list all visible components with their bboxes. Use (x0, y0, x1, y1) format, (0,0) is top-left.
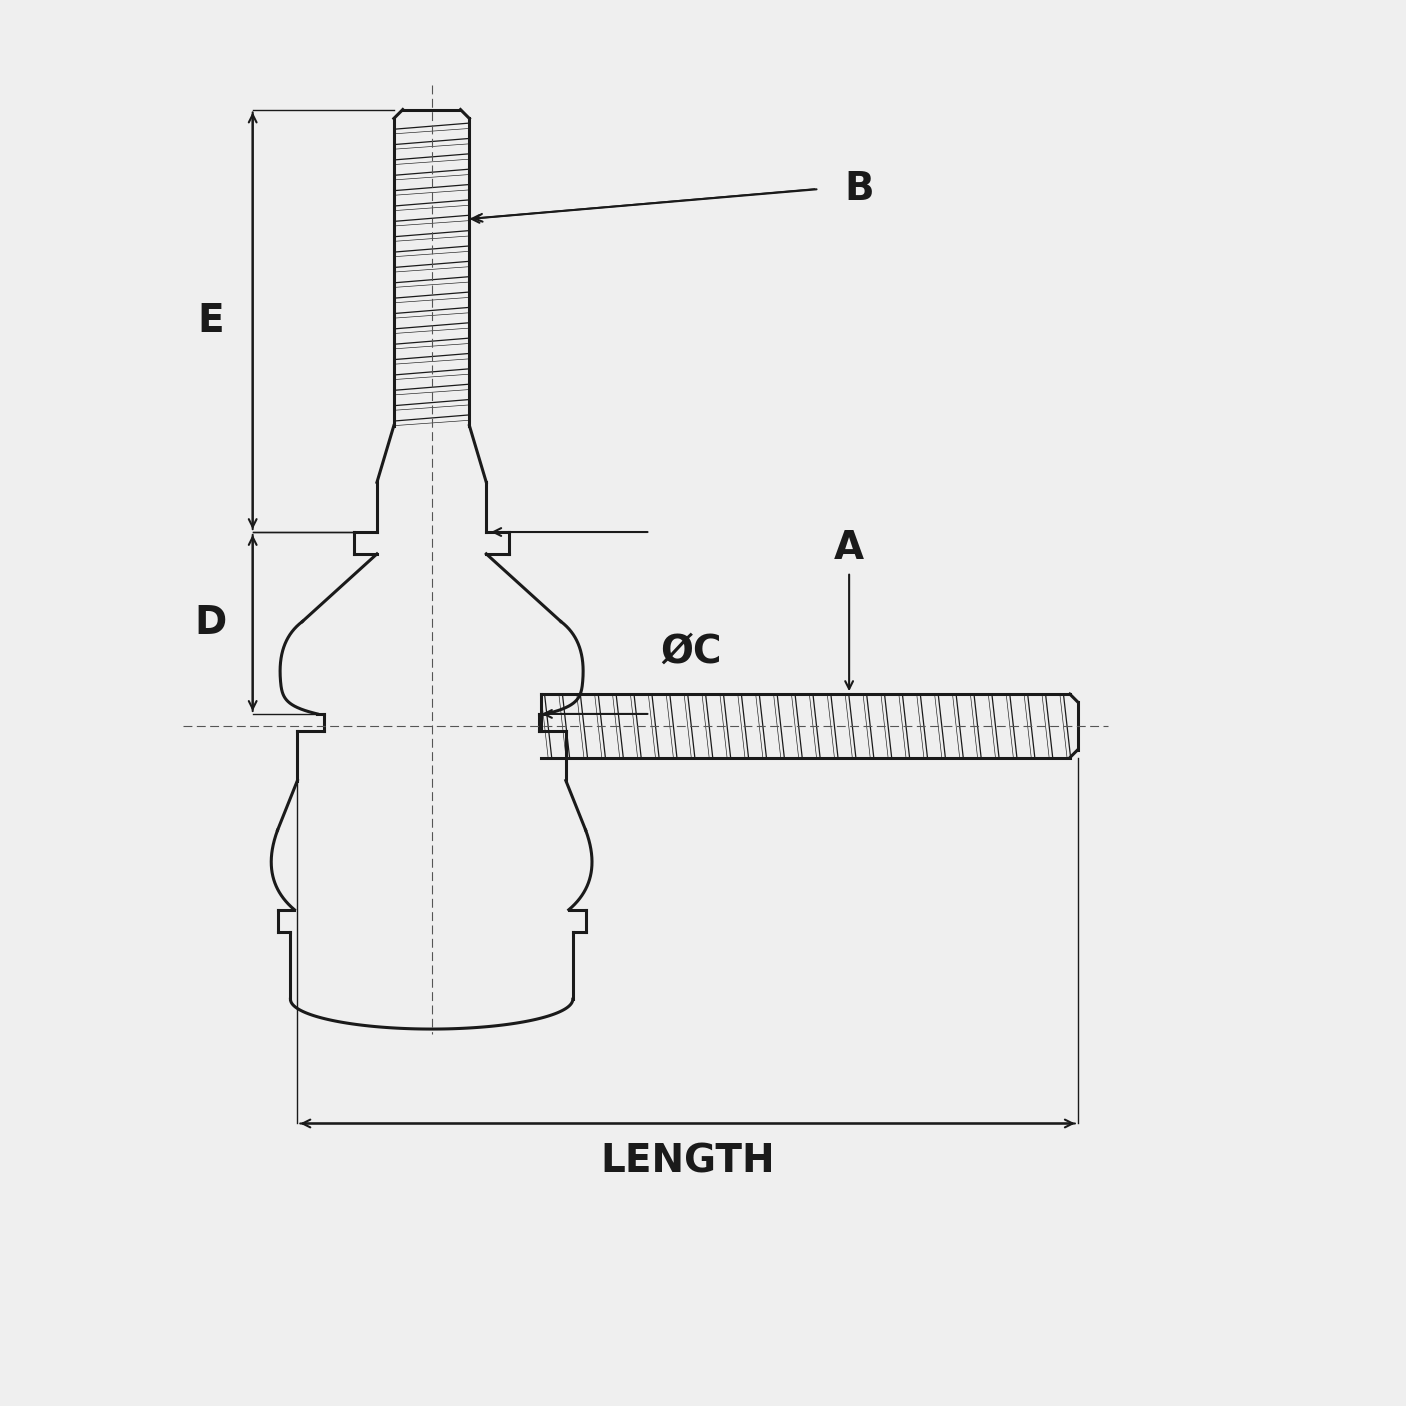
Text: B: B (844, 170, 873, 208)
Text: LENGTH: LENGTH (600, 1142, 775, 1180)
Text: ØC: ØC (661, 633, 721, 671)
Text: D: D (195, 605, 226, 643)
Text: E: E (198, 302, 224, 340)
Text: A: A (834, 529, 865, 567)
